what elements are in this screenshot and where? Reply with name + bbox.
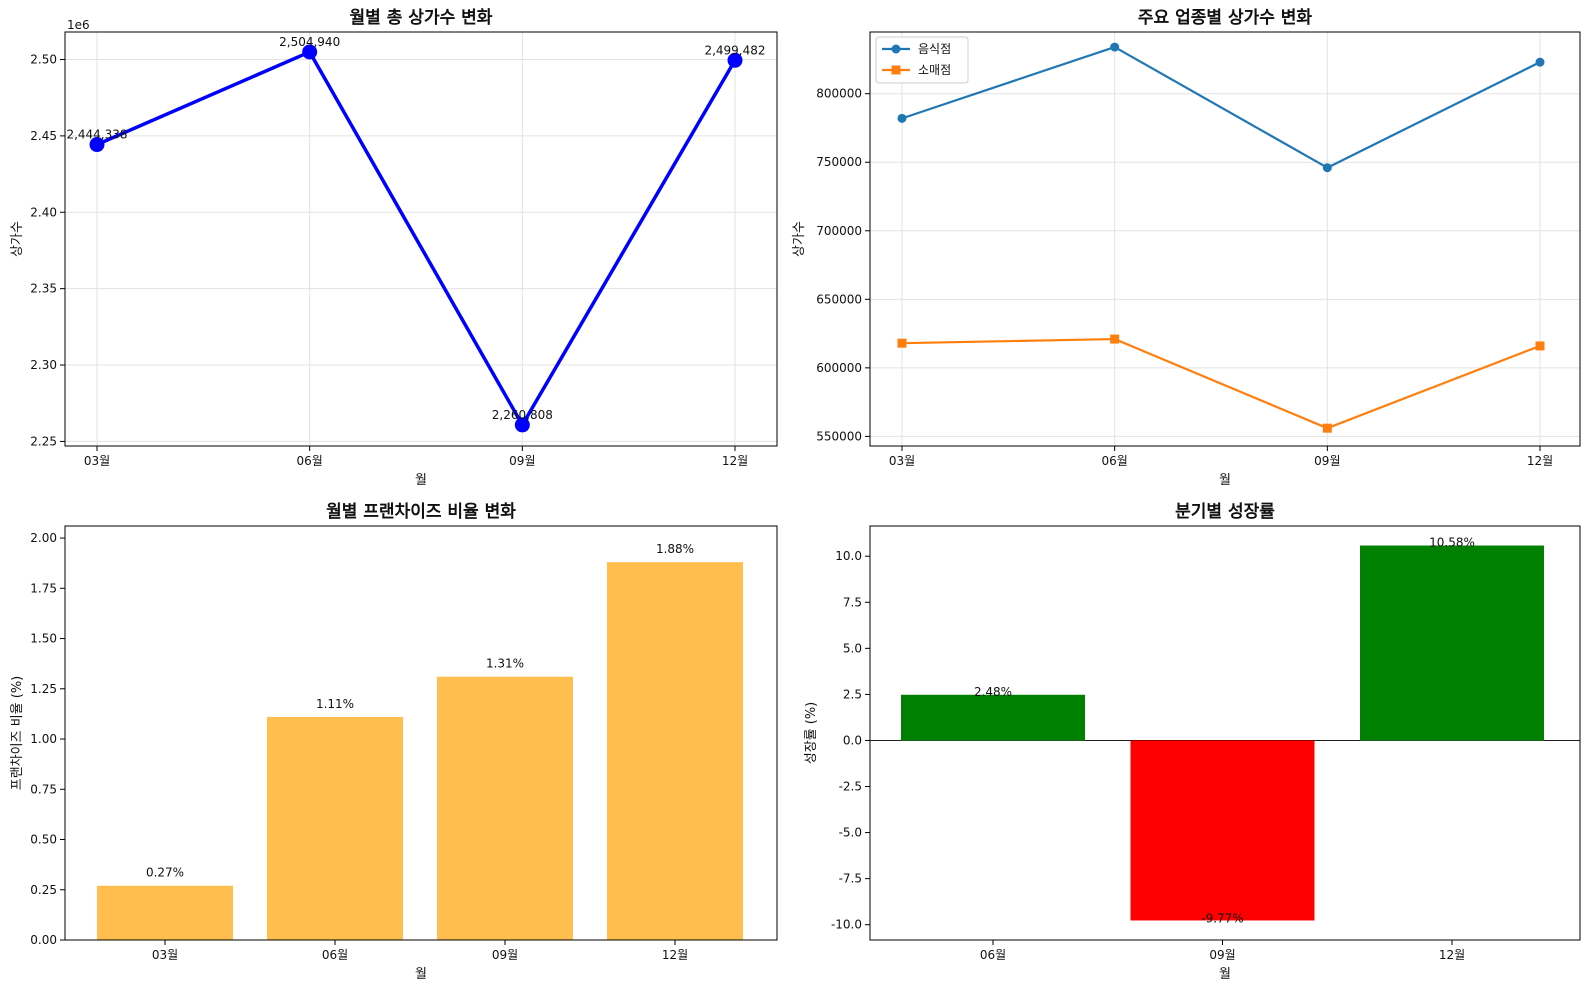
series-line [97, 52, 735, 425]
x-tick-label: 03월 [84, 454, 110, 468]
bar [267, 717, 403, 940]
y-tick-label: 2.40 [30, 205, 57, 219]
x-tick-label: 12월 [722, 454, 748, 468]
y-axis-label: 상가수 [792, 221, 807, 257]
y-tick-label: 10.0 [835, 549, 862, 563]
y-tick-label: 1.50 [30, 632, 57, 646]
plot-frame [65, 32, 777, 446]
data-label: 2,504,940 [279, 35, 340, 49]
chart-title: 주요 업종별 상가수 변화 [1138, 8, 1313, 28]
y-tick-label: 0.0 [843, 733, 862, 747]
y-tick-label: 1.25 [30, 682, 57, 696]
y-tick-label: 2.50 [30, 52, 57, 66]
y-tick-label: 2.00 [30, 531, 57, 545]
y-tick-label: 1.75 [30, 581, 57, 595]
y-tick-label: 650000 [816, 292, 862, 306]
chart-industry-stores: 주요 업종별 상가수 변화 550000 600000 650000 700000 75… [792, 8, 1580, 488]
data-label: -9.77% [1201, 911, 1243, 925]
y-tick-label: 5.0 [843, 641, 862, 655]
x-tick-label: 03월 [889, 454, 915, 468]
data-label: 2,444,338 [66, 128, 127, 142]
data-point [898, 114, 907, 123]
y-offset-label: 1e6 [67, 18, 90, 32]
bar [1131, 740, 1315, 920]
y-tick-label: -5.0 [839, 826, 862, 840]
legend-marker-restaurant [892, 45, 901, 54]
data-label: 10.58% [1429, 536, 1475, 550]
y-tick-label: 0.25 [30, 883, 57, 897]
x-tick-label: 06월 [297, 454, 323, 468]
data-label: 1.11% [316, 697, 354, 711]
x-axis-label: 월 [1219, 967, 1231, 982]
legend-label-restaurant: 음식점 [918, 42, 951, 56]
chart-growth-rate: 분기별 성장률 -10.0 -7.5 -5.0 -2.5 0.0 2.5 5.0 7.5 10.… [804, 502, 1580, 982]
x-axis-label: 월 [415, 473, 427, 488]
data-point [1323, 424, 1332, 433]
data-point [1323, 163, 1332, 172]
bar [901, 695, 1085, 741]
y-tick-label: 800000 [816, 87, 862, 101]
y-tick-label: 2.45 [30, 129, 57, 143]
data-label: 2,260,808 [492, 408, 553, 422]
y-tick-label: 600000 [816, 361, 862, 375]
y-tick-label: -2.5 [839, 780, 862, 794]
x-tick-label: 09월 [1209, 948, 1235, 962]
x-tick-label: 06월 [322, 948, 348, 962]
data-point [1110, 43, 1119, 52]
x-tick-label: 12월 [662, 948, 688, 962]
bar [1360, 546, 1544, 741]
x-axis-label: 월 [1219, 473, 1231, 488]
x-tick-label: 09월 [1314, 454, 1340, 468]
bar [97, 886, 233, 940]
y-tick-label: 750000 [816, 155, 862, 169]
y-tick-label: 0.00 [30, 933, 57, 947]
legend: 음식점 소매점 [876, 37, 968, 83]
x-tick-label: 06월 [980, 948, 1006, 962]
legend-label-retail: 소매점 [918, 63, 951, 77]
data-label: 0.27% [146, 866, 184, 880]
x-tick-label: 09월 [509, 454, 535, 468]
y-tick-label: 1.00 [30, 732, 57, 746]
y-tick-label: 2.25 [30, 434, 57, 448]
x-axis-label: 월 [415, 967, 427, 982]
series-line [902, 47, 1540, 168]
y-tick-label: 7.5 [843, 595, 862, 609]
y-tick-label: 0.50 [30, 833, 57, 847]
y-axis-label: 상가수 [10, 221, 25, 257]
bar [437, 677, 573, 940]
x-tick-label: 12월 [1527, 454, 1553, 468]
legend-marker-retail [892, 66, 901, 75]
x-tick-label: 12월 [1439, 948, 1465, 962]
chart-total-stores: 월별 총 상가수 변화 1e6 2.25 2.30 2.35 2.40 2.45 2.50… [10, 8, 777, 488]
data-label: 2.48% [974, 685, 1012, 699]
y-tick-label: 700000 [816, 224, 862, 238]
data-label: 1.31% [486, 657, 524, 671]
y-axis-label: 성장률 (%) [804, 702, 819, 765]
chart-title: 분기별 성장률 [1175, 502, 1275, 522]
data-point [898, 339, 907, 348]
data-label: 1.88% [656, 542, 694, 556]
data-point [1110, 335, 1119, 344]
data-point [1536, 58, 1545, 67]
data-point [1536, 341, 1545, 350]
y-axis-label: 프랜차이즈 비율 (%) [10, 676, 25, 790]
series-line [902, 339, 1540, 428]
y-tick-label: 2.5 [843, 687, 862, 701]
y-tick-label: 550000 [816, 429, 862, 443]
x-tick-label: 06월 [1102, 454, 1128, 468]
y-tick-label: -7.5 [839, 872, 862, 886]
chart-title: 월별 총 상가수 변화 [350, 8, 493, 28]
x-tick-label: 09월 [492, 948, 518, 962]
chart-title: 월별 프랜차이즈 비율 변화 [326, 502, 516, 522]
y-tick-label: 0.75 [30, 782, 57, 796]
y-tick-label: 2.35 [30, 282, 57, 296]
chart-franchise-ratio: 월별 프랜차이즈 비율 변화 0.00 0.25 0.50 0.75 1.00 1.25 1… [10, 502, 777, 982]
y-tick-label: 2.30 [30, 358, 57, 372]
bar [607, 562, 743, 940]
data-label: 2,499,482 [704, 43, 765, 57]
y-tick-label: -10.0 [831, 918, 862, 932]
x-tick-label: 03월 [152, 948, 178, 962]
